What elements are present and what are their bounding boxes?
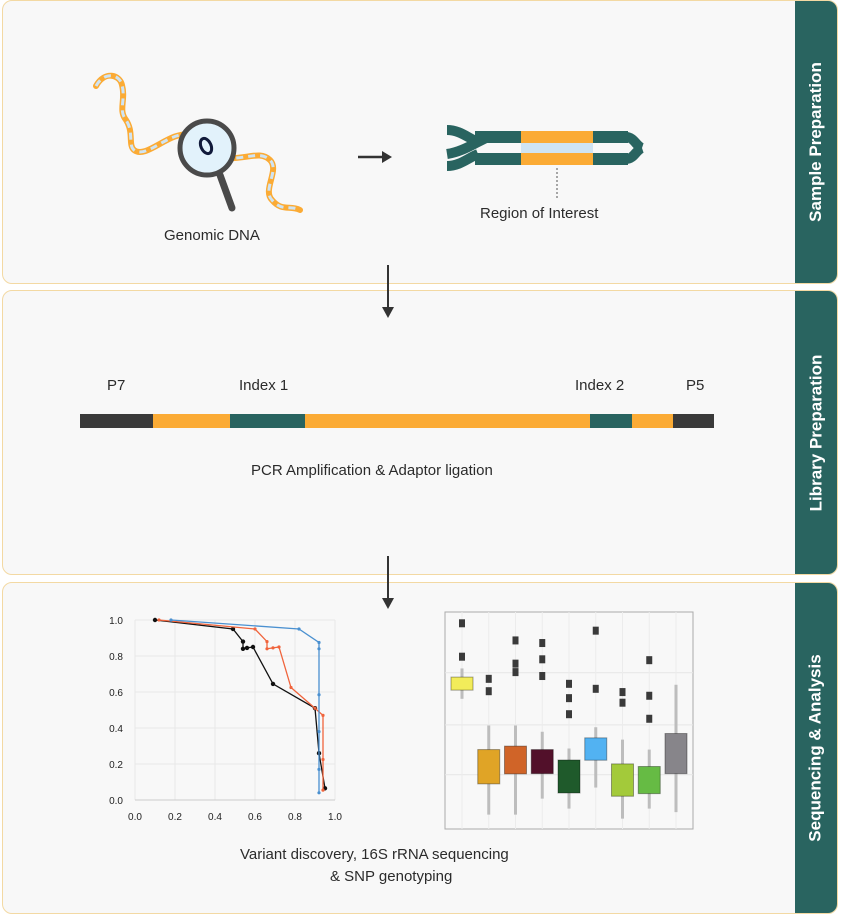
library-preparation-panel: Library Preparation — [2, 290, 838, 575]
x-tick-label: 0.8 — [288, 812, 302, 823]
box — [637, 766, 661, 795]
data-point — [317, 647, 321, 651]
outlier-point — [485, 687, 492, 696]
data-point — [271, 646, 275, 650]
box — [557, 759, 581, 794]
y-tick-label: 0.2 — [109, 760, 123, 771]
outlier-point — [459, 619, 465, 628]
data-point — [317, 791, 321, 795]
outlier-point — [539, 672, 546, 681]
line-chart: 0.0 0.2 0.4 0.6 0.8 1.0 0.0 0.2 0.4 0.6 0.8 1.0 — [109, 616, 342, 823]
y-tick-label: 0.4 — [109, 724, 123, 735]
data-point — [277, 645, 281, 649]
x-tick-label: 0.6 — [248, 812, 262, 823]
segment-label-index-2: Index 2 — [575, 377, 625, 394]
box — [611, 763, 634, 797]
outlier-point — [646, 714, 653, 723]
stage-tab-sequencing-analysis: Sequencing & Analysis — [795, 583, 837, 913]
box-plot-chart — [444, 611, 694, 830]
data-point — [270, 681, 276, 687]
outlier-point — [619, 688, 626, 697]
data-point — [157, 618, 161, 622]
data-point — [317, 767, 321, 772]
outlier-point — [459, 652, 465, 661]
box — [664, 733, 688, 775]
data-point — [244, 645, 250, 651]
segment-label-p7: P7 — [107, 377, 126, 394]
library-caption: PCR Amplification & Adaptor ligation — [251, 462, 493, 479]
outlier-point — [646, 691, 653, 700]
data-point — [240, 646, 246, 651]
data-point — [265, 640, 269, 644]
outlier-point — [566, 710, 572, 719]
analysis-caption-line-1: Variant discovery, 16S rRNA sequencing — [240, 846, 509, 863]
box — [504, 745, 527, 775]
arrow-down-icon — [382, 265, 394, 318]
outlier-point — [539, 639, 546, 648]
outlier-point — [592, 684, 599, 693]
data-point — [317, 730, 321, 734]
series-line — [158, 619, 324, 791]
sample-preparation-panel: Sample Preparation — [2, 0, 838, 284]
data-point — [321, 788, 325, 792]
genomic-dna-label: Genomic DNA — [164, 227, 260, 244]
data-point — [313, 706, 317, 710]
stage-tab-library-preparation: Library Preparation — [795, 291, 837, 574]
magnifying-glass-icon — [177, 118, 237, 212]
data-point — [321, 713, 325, 718]
arrow-right-icon — [358, 151, 392, 163]
outlier-point — [512, 668, 519, 677]
data-point — [265, 647, 269, 651]
data-point — [169, 618, 173, 622]
outlier-point — [566, 694, 572, 703]
library-construct-bar — [80, 414, 714, 428]
y-tick-label: 0.8 — [109, 652, 123, 663]
data-point — [230, 626, 236, 632]
box — [584, 737, 608, 761]
y-tick-label: 1.0 — [109, 616, 123, 627]
outlier-point — [646, 656, 653, 665]
box — [530, 749, 554, 775]
outlier-point — [539, 655, 546, 664]
data-point — [250, 644, 256, 650]
series-line — [154, 619, 326, 789]
series-line — [170, 619, 320, 793]
outlier-point — [485, 674, 492, 683]
outlier-point — [566, 679, 572, 688]
outlier-point — [619, 698, 626, 707]
arrow-down-icon — [382, 556, 394, 609]
outlier-point — [592, 626, 599, 635]
data-point — [321, 757, 325, 762]
data-point — [240, 639, 246, 644]
segment-label-index-1: Index 1 — [239, 377, 289, 394]
outlier-point — [512, 636, 519, 645]
data-point — [253, 627, 257, 631]
x-tick-label: 0.4 — [208, 812, 222, 823]
data-point — [289, 685, 293, 690]
x-tick-label: 0.2 — [168, 812, 182, 823]
sequencing-analysis-panel: Sequencing & Analysis — [2, 582, 838, 914]
segment-label-p5: P5 — [686, 377, 705, 394]
data-point — [317, 640, 321, 645]
y-tick-label: 0.6 — [109, 688, 123, 699]
outlier-point — [512, 659, 519, 668]
analysis-caption-line-2: & SNP genotyping — [330, 868, 453, 885]
box — [477, 749, 501, 785]
data-point — [297, 627, 301, 631]
stage-tab-sample-preparation: Sample Preparation — [795, 1, 837, 283]
x-tick-label: 1.0 — [328, 812, 342, 823]
region-of-interest-label: Region of Interest — [480, 205, 599, 222]
region-of-interest-icon — [446, 125, 645, 198]
x-tick-label: 0.0 — [128, 812, 142, 823]
data-point — [317, 693, 321, 697]
y-tick-label: 0.0 — [109, 796, 123, 807]
data-point — [152, 617, 158, 623]
box — [450, 676, 474, 691]
